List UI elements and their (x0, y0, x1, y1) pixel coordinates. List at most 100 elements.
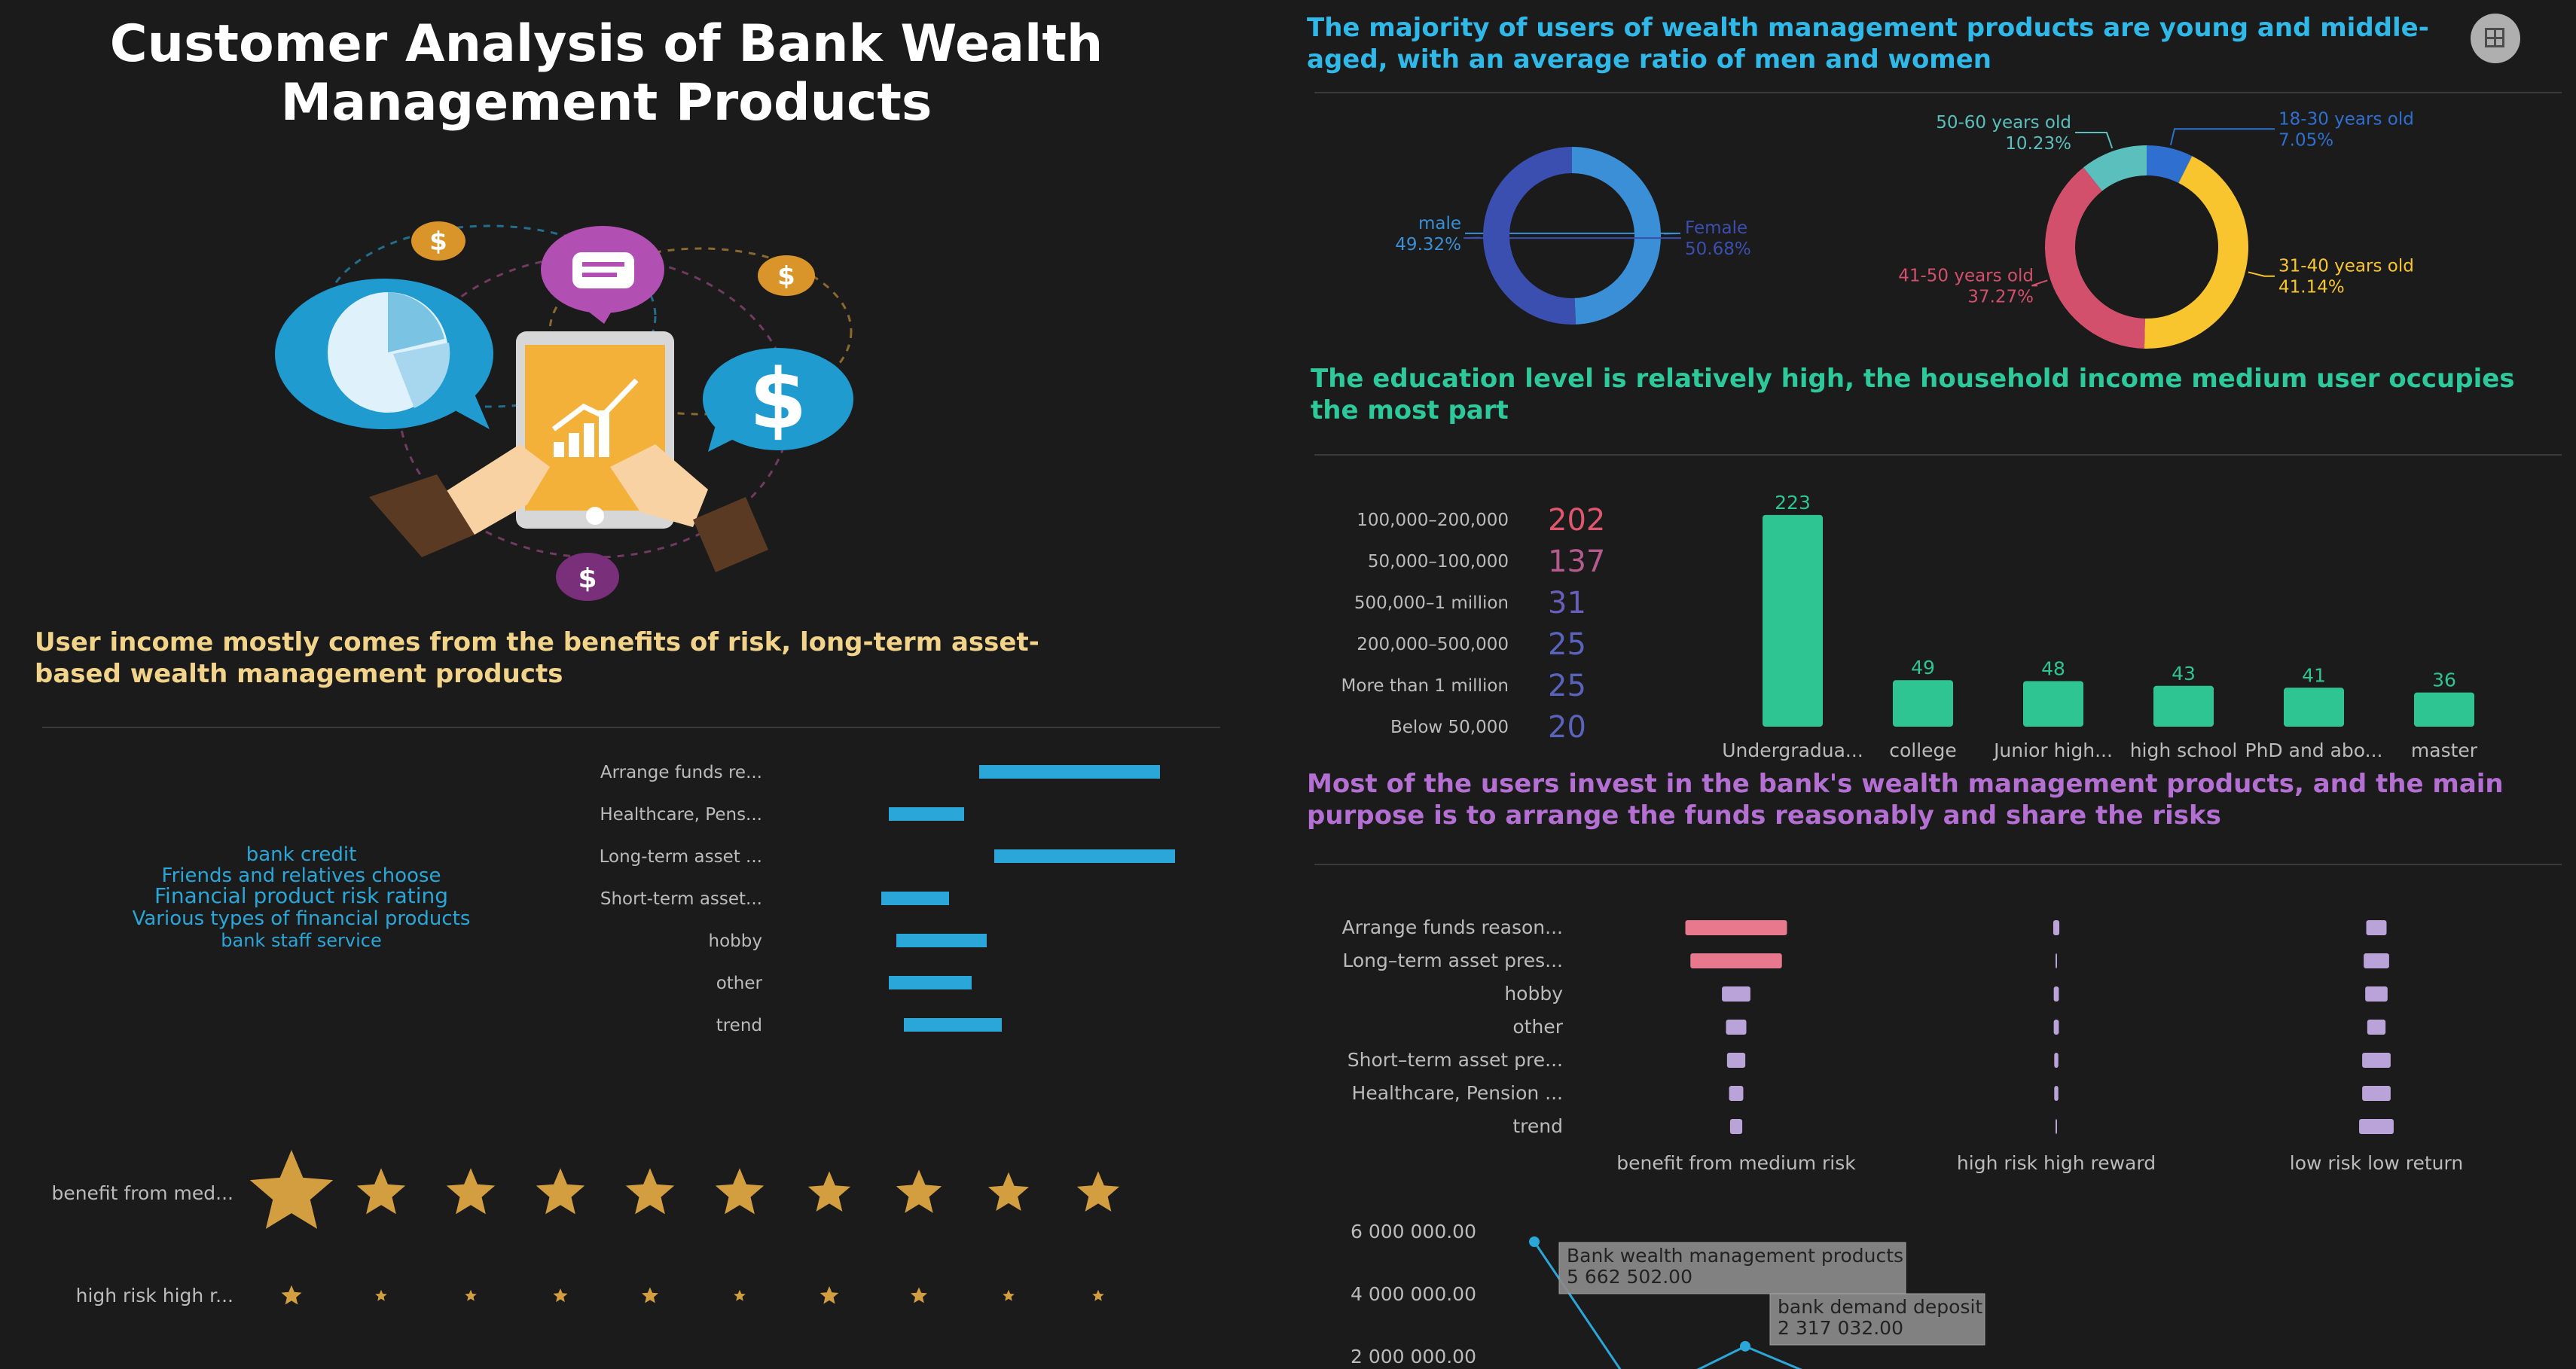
heatmap-cell (2359, 1119, 2394, 1134)
heading-purpose: Most of the users invest in the bank's w… (1307, 769, 2504, 831)
heading-education: The education level is relatively high, … (1311, 364, 2515, 425)
income-count: 137 (1548, 544, 1605, 579)
donut-label: male (1418, 214, 1461, 233)
bar-category-label: other (716, 974, 763, 993)
heatmap-cell (1726, 1053, 1746, 1068)
range-bar (904, 1018, 1002, 1032)
heatmap-column-label: benefit from medium risk (1616, 1152, 1856, 1174)
donut-value: 50.68% (1685, 239, 1751, 259)
income-count: 25 (1548, 627, 1586, 662)
word-cloud-term: Financial product risk rating (154, 883, 449, 908)
heatmap-cell (2053, 920, 2060, 935)
range-bar (979, 765, 1160, 779)
heatmap-cell (2364, 953, 2389, 968)
settings-button[interactable] (2471, 14, 2520, 63)
funds-purpose-range-chart: Arrange funds re... Healthcare, Pens... Lo… (600, 763, 1175, 1035)
heatmap-cell (1729, 1086, 1744, 1101)
heatmap-cell (2367, 1020, 2386, 1035)
donut-value: 41.14% (2278, 278, 2345, 297)
donut-leader-line (2248, 271, 2275, 277)
heatmap-cell (2053, 1020, 2059, 1035)
donut-value: 10.23% (2005, 134, 2071, 154)
word-cloud-term: bank staff service (221, 930, 382, 951)
tooltip-box (1558, 1242, 1906, 1294)
heatmap-cell (2054, 1086, 2059, 1101)
page-title: Customer Analysis of Bank Wealth Managem… (109, 14, 1103, 133)
education-bar-value: 41 (2302, 664, 2326, 686)
heatmap-cell (2362, 1086, 2391, 1101)
heatmap-row-label: trend (1512, 1115, 1563, 1137)
star-mark (536, 1168, 585, 1215)
donut-leader-line (2075, 131, 2114, 149)
hands-icon (369, 444, 768, 572)
heatmap-cell (2365, 986, 2388, 1002)
income-count: 31 (1548, 586, 1586, 620)
tooltip-box (1769, 1293, 1985, 1346)
finance-illustration: $ $ $ $ (275, 221, 853, 601)
income-range-label: Below 50,000 (1390, 718, 1509, 737)
donut-slice (2144, 156, 2248, 349)
education-bar-value: 223 (1775, 492, 1811, 514)
heatmap-cell (1722, 986, 1750, 1002)
bar-category-label: hobby (709, 931, 762, 951)
pie-chart-bubble-icon (275, 279, 493, 429)
word-cloud-term: bank credit (246, 843, 357, 866)
tooltip-title: bank demand deposit (1778, 1296, 1982, 1318)
education-bar-chart: 223 Undergradua... 49 college 48 Junior high.… (1722, 492, 2478, 761)
heatmap-cell (1726, 1020, 1747, 1035)
donut-slice (2083, 145, 2147, 191)
education-bar (2284, 688, 2344, 727)
bar-category-label: Healthcare, Pens... (600, 805, 762, 825)
star-mark (1092, 1289, 1104, 1301)
heatmap-cell (2053, 986, 2059, 1002)
word-cloud-term: Friends and relatives choose (161, 864, 441, 887)
education-bar-value: 49 (1911, 657, 1935, 678)
education-category-label: PhD and abo... (2245, 739, 2383, 761)
heading-income: User income mostly comes from the benefi… (35, 627, 1039, 689)
income-table: 100,000–200,000 202 50,000–100,000 137 500,0… (1341, 503, 1606, 745)
education-bar (2023, 681, 2083, 727)
education-bar (2153, 685, 2214, 727)
star-mark (281, 1285, 302, 1305)
education-bar (1763, 514, 1823, 727)
donut-label: 50-60 years old (1936, 113, 2071, 133)
star-mark (896, 1169, 942, 1213)
heatmap-row-label: Healthcare, Pension ... (1352, 1082, 1563, 1104)
coin-icon: $ (758, 255, 815, 296)
heatmap-cell (2056, 1119, 2057, 1134)
heatmap-cell (2362, 1053, 2391, 1068)
range-bar (881, 892, 949, 905)
word-cloud-term: Various types of financial products (132, 907, 471, 930)
heatmap-cell (2056, 953, 2057, 968)
tooltip-value: 2 317 032.00 (1778, 1317, 1903, 1339)
range-bar (889, 807, 964, 821)
education-bar-value: 43 (2172, 663, 2196, 684)
star-mark (819, 1286, 839, 1304)
star-mark (553, 1288, 568, 1303)
divider (1314, 92, 2562, 93)
education-category-label: master (2411, 739, 2478, 761)
range-bar (994, 849, 1175, 863)
divider (1314, 454, 2562, 456)
education-category-label: Junior high... (1992, 739, 2113, 761)
line-point (1529, 1236, 1540, 1248)
star-mark (911, 1287, 927, 1303)
bar-category-label: Long-term asset ... (600, 847, 762, 867)
heatmap-column-label: low risk low return (2290, 1152, 2463, 1174)
donut-slice (1572, 147, 1661, 325)
star-mark (375, 1289, 387, 1301)
star-mark (356, 1168, 406, 1215)
range-bar (896, 934, 987, 947)
star-mark (715, 1168, 765, 1215)
star-mark (1003, 1289, 1015, 1301)
grid-icon (2485, 28, 2504, 47)
donut-leader-line (2169, 128, 2275, 145)
heatmap-row-label: other (1512, 1016, 1563, 1038)
bar-category-label: trend (716, 1016, 762, 1035)
star-mark (249, 1150, 334, 1229)
tooltip-value: 5 662 502.00 (1567, 1266, 1692, 1288)
svg-text:$: $ (777, 261, 795, 291)
heatmap-column-label: high risk high reward (1957, 1152, 2156, 1174)
dollar-bubble-icon: $ (703, 348, 853, 452)
